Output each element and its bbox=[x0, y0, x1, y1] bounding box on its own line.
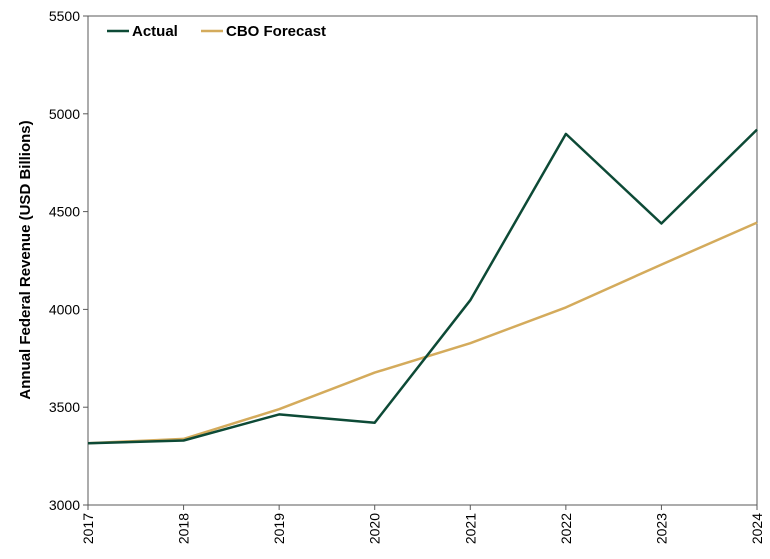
legend-label: CBO Forecast bbox=[226, 23, 326, 40]
x-tick-label: 2017 bbox=[80, 513, 96, 544]
y-tick-label: 3000 bbox=[49, 497, 80, 513]
y-axis-ticks: 3000 3500 4000 4500 5000 5500 bbox=[49, 8, 88, 513]
plot-border bbox=[87, 15, 758, 506]
x-tick-label: 2020 bbox=[367, 513, 383, 544]
legend-label: Actual bbox=[132, 23, 178, 40]
x-axis-ticks: 2017 2018 2019 2020 2021 2022 2023 2024 bbox=[80, 505, 765, 544]
x-tick-label: 2022 bbox=[558, 513, 574, 544]
legend: Actual CBO Forecast bbox=[107, 23, 326, 40]
x-tick-label: 2018 bbox=[176, 513, 192, 544]
plot-frame bbox=[87, 15, 758, 506]
y-tick-label: 5500 bbox=[49, 8, 80, 24]
y-axis-title: Annual Federal Revenue (USD Billions) bbox=[17, 120, 34, 399]
y-tick-label: 4000 bbox=[49, 301, 80, 317]
y-tick-label: 5000 bbox=[49, 106, 80, 122]
x-tick-label: 2019 bbox=[271, 513, 287, 544]
y-tick-label: 3500 bbox=[49, 399, 80, 415]
series-line-actual bbox=[87, 128, 758, 445]
x-tick-label: 2024 bbox=[749, 513, 765, 544]
series-line-cbo-forecast bbox=[87, 221, 758, 445]
y-tick-label: 4500 bbox=[49, 204, 80, 220]
series-layer bbox=[87, 128, 758, 445]
x-tick-label: 2021 bbox=[462, 513, 478, 544]
x-tick-label: 2023 bbox=[653, 513, 669, 544]
